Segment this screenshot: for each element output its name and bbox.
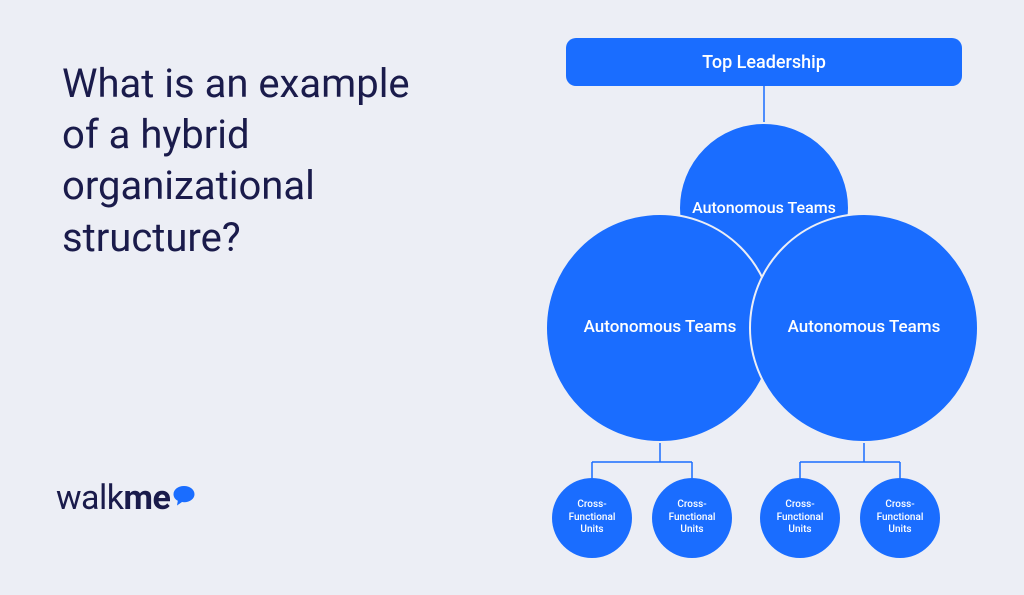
- infographic-canvas: What is an example of a hybrid organizat…: [0, 0, 1024, 595]
- cross-functional-unit-circle: Cross-Functional Units: [552, 478, 632, 558]
- autonomous-teams-label: Autonomous Teams: [686, 192, 842, 224]
- cross-functional-unit-circle: Cross-Functional Units: [760, 478, 840, 558]
- chat-bubble-icon: [172, 485, 196, 511]
- top-leadership-label: Top Leadership: [702, 52, 826, 73]
- autonomous-teams-label: Autonomous Teams: [782, 311, 947, 344]
- org-structure-diagram: Top Leadership Autonomous Teams Autonomo…: [520, 38, 990, 568]
- cross-functional-unit-label: Cross-Functional Units: [552, 493, 632, 543]
- top-leadership-box: Top Leadership: [566, 38, 962, 86]
- logo-text-part2: me: [124, 478, 171, 518]
- autonomous-teams-circle-left: Autonomous Teams: [545, 213, 775, 443]
- cross-functional-unit-circle: Cross-Functional Units: [652, 478, 732, 558]
- cross-functional-unit-circle: Cross-Functional Units: [860, 478, 940, 558]
- page-title: What is an example of a hybrid organizat…: [62, 58, 422, 263]
- logo-text: walkme: [56, 478, 170, 518]
- cross-functional-unit-label: Cross-Functional Units: [860, 493, 940, 543]
- cross-functional-unit-label: Cross-Functional Units: [652, 493, 732, 543]
- autonomous-teams-circle-right: Autonomous Teams: [749, 213, 979, 443]
- cross-functional-unit-label: Cross-Functional Units: [760, 493, 840, 543]
- autonomous-teams-label: Autonomous Teams: [578, 311, 743, 344]
- walkme-logo: walkme: [56, 478, 196, 518]
- logo-text-part1: walk: [56, 478, 124, 518]
